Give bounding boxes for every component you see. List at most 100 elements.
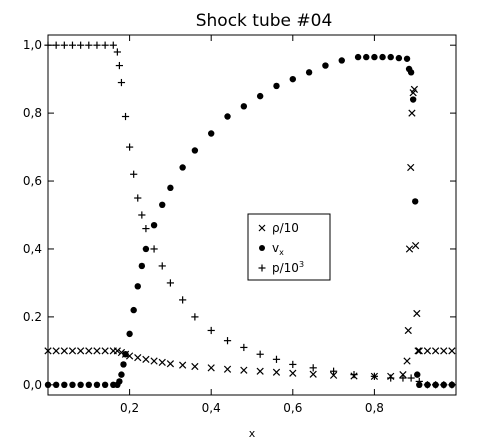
data-point-plus bbox=[68, 41, 77, 49]
y-tick-label: 0,8 bbox=[23, 106, 42, 120]
y-tick-label: 0,6 bbox=[23, 174, 42, 188]
data-point-plus bbox=[191, 313, 199, 321]
data-point-dot bbox=[354, 53, 362, 61]
data-point-x bbox=[405, 245, 414, 253]
legend-marker-plus-icon bbox=[258, 264, 266, 272]
data-point-x bbox=[158, 358, 166, 367]
data-point-x bbox=[113, 347, 121, 355]
data-point-plus bbox=[350, 371, 358, 379]
data-point-x bbox=[256, 367, 264, 375]
data-point-dot bbox=[191, 147, 199, 154]
data-point-dot bbox=[167, 184, 174, 192]
data-point-plus bbox=[85, 41, 93, 49]
data-point-plus bbox=[113, 48, 121, 56]
data-point-dot bbox=[224, 113, 231, 120]
data-point-dot bbox=[407, 69, 415, 76]
data-point-plus bbox=[415, 377, 423, 386]
data-point-dot bbox=[208, 130, 215, 137]
data-point-x bbox=[85, 347, 93, 355]
legend-label-p-sup: 3 bbox=[299, 260, 304, 269]
data-point-dot bbox=[179, 164, 186, 171]
data-point-dot bbox=[322, 62, 329, 69]
data-point-dot bbox=[118, 371, 125, 378]
data-point-plus bbox=[134, 194, 142, 202]
data-point-dot bbox=[77, 381, 84, 389]
data-point-dot bbox=[116, 378, 123, 385]
data-point-dot bbox=[120, 361, 127, 368]
data-point-dot bbox=[122, 351, 129, 358]
data-point-x bbox=[413, 309, 421, 318]
data-point-plus bbox=[109, 41, 117, 49]
legend: ρ/10 vx p/103 bbox=[247, 213, 331, 281]
data-point-x bbox=[403, 357, 411, 365]
data-point-x bbox=[179, 361, 187, 369]
data-point-plus bbox=[121, 112, 130, 121]
data-point-plus bbox=[44, 41, 52, 49]
data-point-x bbox=[309, 370, 317, 378]
data-point-x bbox=[408, 109, 416, 117]
data-point-x bbox=[423, 347, 432, 355]
data-point-x bbox=[207, 364, 215, 372]
data-point-x bbox=[150, 357, 158, 365]
data-point-plus bbox=[115, 61, 123, 70]
data-point-dot bbox=[85, 381, 93, 389]
data-point-dot bbox=[371, 53, 378, 61]
legend-label-v: vx bbox=[272, 241, 284, 257]
data-point-dot bbox=[395, 54, 403, 62]
y-tick-label: 0,4 bbox=[23, 242, 42, 256]
data-point-dot bbox=[240, 103, 248, 110]
data-point-plus bbox=[223, 337, 232, 345]
data-point-dot bbox=[305, 69, 313, 76]
data-point-x bbox=[191, 362, 199, 371]
series-layer bbox=[44, 41, 456, 389]
data-point-x bbox=[134, 354, 142, 362]
data-point-x bbox=[44, 347, 52, 355]
data-point-plus bbox=[150, 245, 158, 253]
data-point-x bbox=[60, 347, 68, 355]
data-point-plus bbox=[207, 326, 215, 335]
data-point-x bbox=[52, 347, 60, 355]
x-tick-label: 0,2 bbox=[120, 401, 139, 415]
data-point-plus bbox=[179, 296, 187, 304]
data-point-dot bbox=[159, 201, 166, 209]
data-point-dot bbox=[409, 96, 417, 103]
legend-marker-x-icon bbox=[258, 224, 266, 232]
x-axis-ticks: 0,2 0,4 0,6 0,8 bbox=[120, 35, 384, 415]
data-point-x bbox=[411, 241, 420, 250]
data-point-plus bbox=[330, 367, 338, 375]
data-point-dot bbox=[412, 198, 419, 205]
y-tick-label: 1,0 bbox=[23, 38, 42, 52]
y-tick-label: 0.2 bbox=[23, 310, 42, 324]
data-point-x bbox=[272, 368, 281, 376]
data-point-plus bbox=[166, 279, 174, 287]
y-tick-label: 0,0 bbox=[23, 378, 42, 392]
data-point-plus bbox=[117, 78, 126, 87]
data-point-dot bbox=[69, 381, 76, 389]
data-point-dot bbox=[44, 381, 52, 389]
data-point-dot bbox=[363, 53, 370, 61]
x-axis-label: x bbox=[249, 427, 256, 440]
chart-title: Shock tube #04 bbox=[196, 11, 333, 31]
data-point-x bbox=[289, 369, 297, 377]
data-point-plus bbox=[142, 224, 150, 233]
data-point-x bbox=[240, 366, 248, 374]
data-point-plus bbox=[399, 374, 407, 382]
legend-label-v-sub: x bbox=[279, 248, 284, 257]
legend-label-rho: ρ/10 bbox=[272, 221, 299, 235]
data-point-x bbox=[68, 347, 77, 355]
data-point-x bbox=[329, 371, 338, 379]
data-point-dot bbox=[52, 381, 60, 389]
data-point-x bbox=[407, 163, 415, 172]
data-point-plus bbox=[158, 262, 166, 270]
data-point-x bbox=[414, 347, 422, 355]
data-point-plus bbox=[93, 41, 101, 49]
data-point-dot bbox=[256, 92, 264, 100]
data-point-dot bbox=[101, 381, 109, 389]
data-point-x bbox=[101, 347, 109, 355]
data-point-plus bbox=[60, 41, 68, 49]
data-point-plus bbox=[52, 41, 60, 49]
data-point-x bbox=[93, 347, 101, 355]
data-point-dot bbox=[150, 221, 158, 229]
data-point-plus bbox=[240, 343, 248, 352]
